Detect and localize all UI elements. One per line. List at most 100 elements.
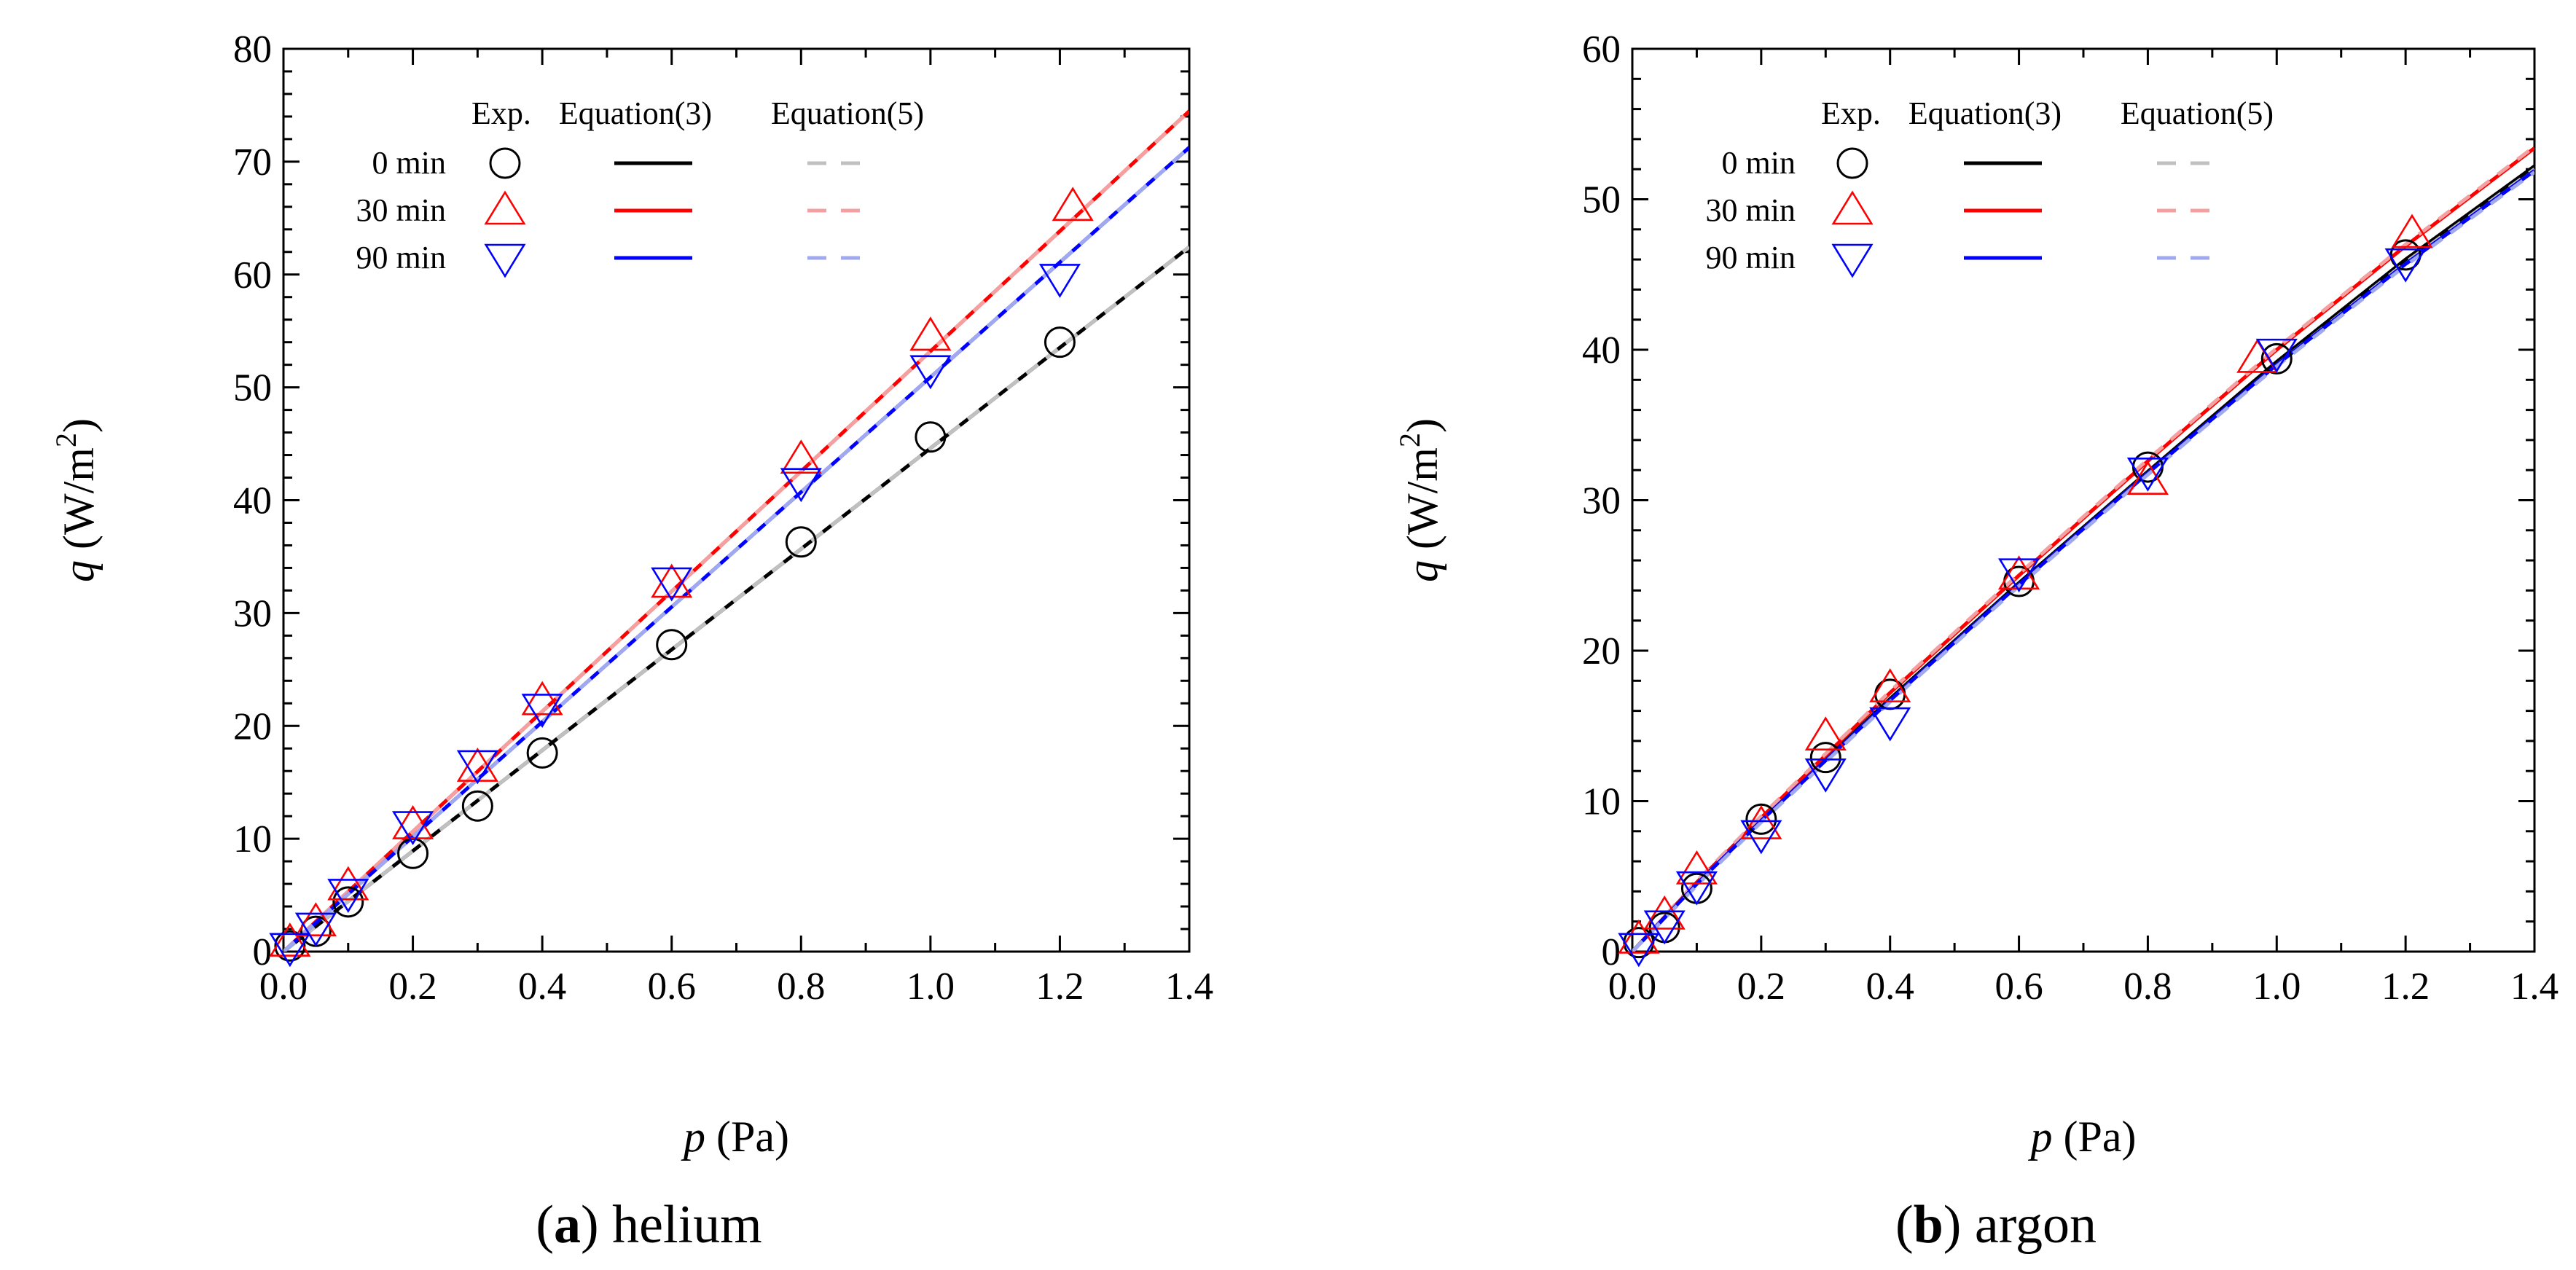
- caption-letter: b: [1914, 1195, 1943, 1255]
- x-axis-label: p (Pa): [681, 1113, 789, 1161]
- y-tick-label: 40: [233, 480, 272, 522]
- caption-letter: a: [554, 1195, 581, 1255]
- y-axis-close: ): [55, 418, 103, 433]
- x-axis-unit: (Pa): [2053, 1113, 2137, 1161]
- y-tick-label: 70: [233, 141, 272, 184]
- y-axis-label: q (W/m2): [50, 418, 103, 582]
- y-tick-label: 10: [233, 818, 272, 861]
- y-tick-label: 20: [233, 705, 272, 748]
- y-axis-exponent: 2: [1393, 433, 1426, 447]
- data-point-90-min: [1643, 910, 1686, 945]
- data-point-30-min: [909, 316, 952, 351]
- data-point-90-min: [392, 811, 434, 846]
- x-axis-symbol: p: [2028, 1113, 2053, 1161]
- x-tick-label: 0.4: [1866, 965, 1914, 1008]
- caption-text: ) argon: [1943, 1195, 2097, 1255]
- y-axis-symbol: q: [55, 560, 103, 582]
- legend-label-90-min: 90 min: [356, 240, 446, 275]
- y-tick-label: 0: [253, 931, 273, 973]
- caption-paren-open: (: [536, 1195, 554, 1255]
- y-axis-exponent: 2: [50, 433, 82, 447]
- data-point-0-min: [915, 421, 947, 453]
- data-point-30-min: [269, 922, 311, 957]
- legend-marker-90-min: [484, 243, 526, 278]
- x-tick-label: 0.6: [648, 965, 696, 1008]
- legend-header-eq3: Equation(3): [559, 95, 712, 131]
- fit-lines: [283, 109, 1189, 952]
- data-point-90-min: [2255, 338, 2298, 373]
- y-tick-label: 10: [1582, 781, 1621, 823]
- data-point-30-min: [651, 563, 693, 598]
- series-30-min: [269, 187, 1094, 957]
- x-tick-label: 0.2: [1737, 965, 1785, 1008]
- legend-marker-0-min: [1836, 147, 1868, 179]
- data-point-90-min: [1740, 820, 1782, 855]
- x-tick-label: 0.6: [1994, 965, 2043, 1008]
- y-tick-label: 30: [233, 592, 272, 635]
- panel-caption: (b) argon: [1895, 1195, 2097, 1255]
- legend-header-eq5: Equation(5): [771, 95, 924, 131]
- data-point-0-min: [785, 526, 817, 558]
- x-tick-label: 1.4: [1165, 965, 1213, 1008]
- caption-paren-open: (: [1895, 1195, 1914, 1255]
- data-point-90-min: [1869, 707, 1911, 742]
- data-point-0-min: [332, 886, 364, 918]
- x-tick-label: 1.0: [2252, 965, 2301, 1008]
- y-tick-label: 60: [1582, 28, 1621, 71]
- y-axis-unit: (W/m: [55, 447, 103, 560]
- y-axis-symbol: q: [1398, 560, 1446, 582]
- x-tick-label: 1.2: [1036, 965, 1084, 1008]
- legend-header-exp: Exp.: [471, 95, 531, 131]
- data-point-0-min: [1809, 742, 1841, 774]
- data-point-90-min: [294, 912, 337, 947]
- legend-marker-30-min: [1831, 190, 1874, 225]
- data-point-0-min: [526, 737, 558, 769]
- x-tick-label: 0.2: [388, 965, 436, 1008]
- data-point-30-min: [2391, 213, 2433, 248]
- series-90-min: [269, 264, 1081, 968]
- x-axis-unit: (Pa): [705, 1113, 789, 1161]
- data-point-30-min: [1740, 805, 1782, 839]
- data-point-30-min: [780, 439, 822, 474]
- data-point-0-min: [461, 790, 493, 822]
- y-tick-label: 80: [233, 28, 272, 71]
- x-tick-label: 1.0: [907, 965, 955, 1008]
- data-point-30-min: [1675, 850, 1718, 885]
- eq3-line-90-min: [1632, 169, 2534, 952]
- data-point-0-min: [2389, 239, 2422, 271]
- legend-label-90-min: 90 min: [1706, 240, 1796, 275]
- y-tick-label: 60: [233, 254, 272, 297]
- eq3-line-0-min: [1632, 165, 2534, 952]
- chart-panel-a: 0.0 0.2 0.4 0.6 0.8 1.0 1.2 1.4 0 10 20 30 40 50 60 70 8…: [50, 28, 1213, 1255]
- x-tick-label: 0.8: [2123, 965, 2172, 1008]
- data-point-0-min: [274, 930, 306, 962]
- data-point-90-min: [1804, 758, 1847, 793]
- data-point-30-min: [392, 805, 434, 839]
- data-point-90-min: [1618, 933, 1660, 968]
- data-point-90-min: [1038, 264, 1081, 298]
- legend-marker-90-min: [1831, 243, 1874, 278]
- y-axis-close: ): [1398, 418, 1446, 433]
- data-point-30-min: [294, 902, 337, 937]
- data-point-0-min: [656, 629, 688, 661]
- y-axis-label: q (W/m2): [1393, 418, 1446, 582]
- y-tick-label: 50: [233, 367, 272, 409]
- legend-header-exp: Exp.: [1821, 95, 1881, 131]
- legend: Exp. Equation(3) Equation(5) 0 min 30 min 90 …: [356, 95, 924, 278]
- data-point-30-min: [327, 866, 369, 901]
- data-point-90-min: [2384, 248, 2427, 283]
- data-point-30-min: [1618, 919, 1660, 954]
- legend-marker-0-min: [489, 147, 521, 179]
- data-point-0-min: [1745, 803, 1777, 835]
- data-point-90-min: [456, 750, 498, 785]
- x-tick-label: 0.4: [518, 965, 566, 1008]
- panel-caption: (a) helium: [536, 1195, 762, 1255]
- x-tick-label: 1.4: [2510, 965, 2559, 1008]
- x-tick-label: 1.2: [2381, 965, 2430, 1008]
- data-point-90-min: [1675, 871, 1718, 906]
- y-tick-label: 0: [1602, 931, 1621, 973]
- x-tick-label: 0.8: [777, 965, 825, 1008]
- legend-label-30-min: 30 min: [1706, 192, 1796, 228]
- data-point-90-min: [2126, 457, 2169, 492]
